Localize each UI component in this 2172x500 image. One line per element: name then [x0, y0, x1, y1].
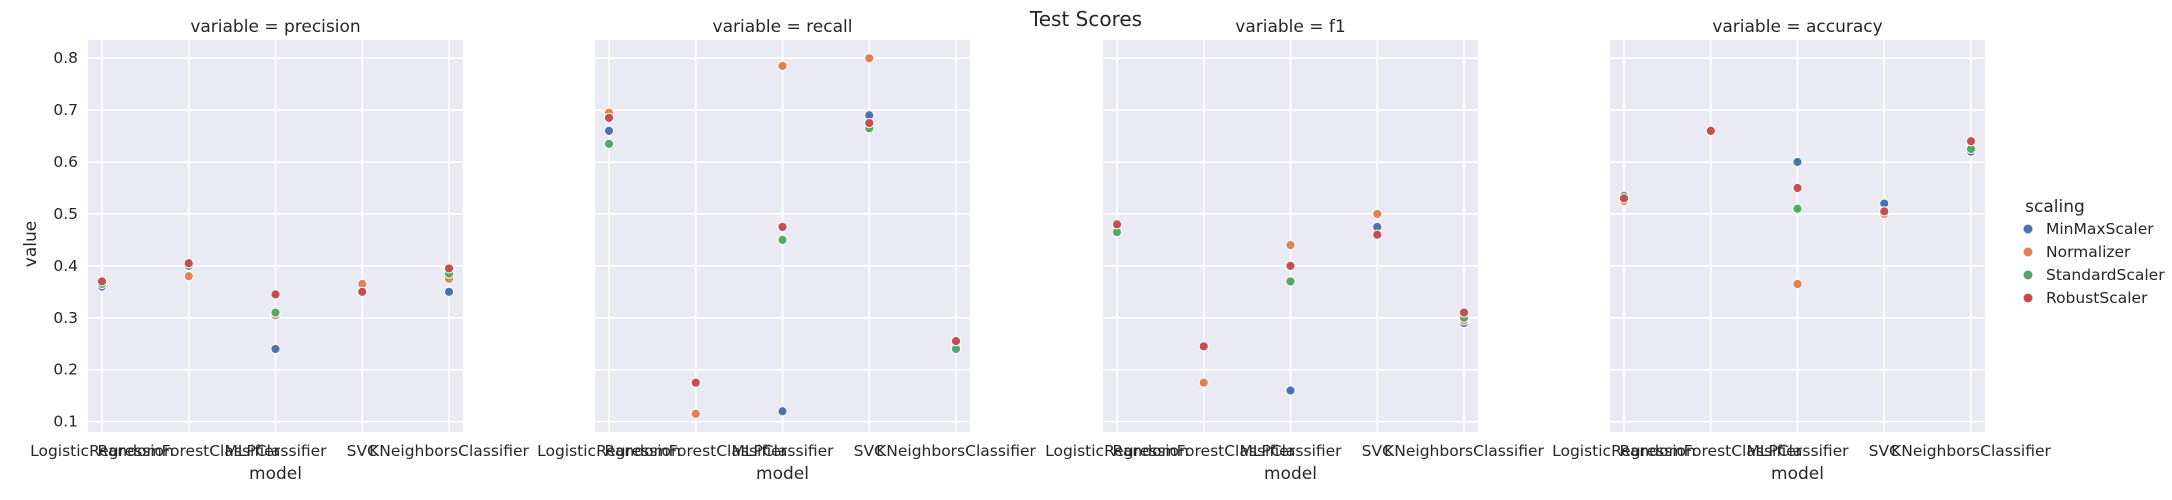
data-point	[1458, 307, 1470, 318]
data-point	[1965, 136, 1977, 147]
legend-label: StandardScaler	[2046, 266, 2165, 284]
data-point	[270, 343, 281, 355]
data-point	[1792, 182, 1803, 194]
x-tick-label: RandomForestClassifier	[98, 442, 281, 460]
data-point	[443, 263, 455, 274]
facet-title: variable = f1	[1235, 17, 1345, 37]
facet-title: variable = precision	[190, 17, 360, 37]
data-point	[950, 336, 962, 347]
data-point	[777, 60, 788, 72]
y-axis-label: value	[21, 221, 41, 267]
x-tick-label: SVC	[854, 442, 885, 460]
data-point	[96, 276, 108, 287]
facets: 0.1 0.2 0.3 0.4 0.5 0.6 0.7 0.8 LogisticRegressi…	[30, 17, 2051, 484]
data-point	[1111, 219, 1123, 230]
data-point	[690, 377, 701, 388]
data-point	[1285, 239, 1296, 251]
x-tick-label: MLPClassifier	[1239, 442, 1342, 460]
facet-2: LogisticRegressionRandomForestClassifier…	[1045, 17, 1544, 484]
y-tick-label: 0.7	[53, 101, 78, 119]
data-point	[777, 406, 788, 417]
data-point	[1372, 229, 1383, 240]
data-point	[777, 221, 788, 233]
data-point	[1879, 206, 1890, 217]
data-point	[183, 258, 194, 269]
data-point	[1372, 208, 1383, 220]
x-tick-label: MLPClassifier	[1746, 442, 1849, 460]
legend-label: RobustScaler	[2046, 289, 2148, 307]
data-point	[864, 53, 875, 64]
facet-3: LogisticRegressionRandomForestClassifier…	[1552, 17, 2051, 484]
x-tick-label: KNeighborsClassifier	[1384, 442, 1544, 460]
data-point	[270, 289, 281, 300]
legend-marker	[2022, 269, 2034, 281]
x-tick-label: LogisticRegression	[1552, 442, 1696, 460]
data-point	[1198, 377, 1209, 388]
data-point	[603, 112, 615, 123]
data-point	[1792, 278, 1803, 290]
x-axis-label: model	[1771, 464, 1824, 484]
x-axis-label: model	[756, 464, 809, 484]
x-tick-label: RandomForestClassifier	[1620, 442, 1803, 460]
data-point	[864, 117, 875, 129]
y-tick-label: 0.4	[53, 257, 78, 275]
x-tick-label: RandomForestClassifier	[605, 442, 788, 460]
legend-title: scaling	[2025, 197, 2085, 217]
y-tick-label: 0.3	[53, 309, 78, 327]
data-point	[1285, 385, 1296, 396]
x-tick-label: SVC	[1869, 442, 1900, 460]
legend-marker	[2022, 246, 2034, 258]
data-point	[1285, 276, 1296, 287]
x-tick-label: KNeighborsClassifier	[1891, 442, 2051, 460]
data-point	[603, 125, 615, 136]
x-tick-label: LogisticRegression	[537, 442, 681, 460]
x-tick-label: MLPClassifier	[224, 442, 327, 460]
legend-marker	[2022, 223, 2034, 235]
x-tick-label: LogisticRegression	[1045, 442, 1189, 460]
y-tick-label: 0.5	[53, 205, 78, 223]
data-point	[777, 234, 788, 245]
legend-label: MinMaxScaler	[2046, 220, 2154, 238]
data-point	[1792, 203, 1803, 214]
facet-title: variable = recall	[713, 17, 853, 37]
x-tick-label: MLPClassifier	[731, 442, 834, 460]
data-point	[1618, 193, 1630, 204]
facet-title: variable = accuracy	[1712, 17, 1882, 37]
legend: scaling MinMaxScaler Normalizer StandardSc…	[2022, 197, 2165, 307]
x-axis-label: model	[249, 464, 302, 484]
data-point	[443, 286, 455, 297]
chart-title: Test Scores	[1029, 7, 1142, 31]
x-tick-label: LogisticRegression	[30, 442, 174, 460]
y-tick-label: 0.1	[53, 413, 78, 431]
data-point	[603, 138, 615, 149]
facet-0: 0.1 0.2 0.3 0.4 0.5 0.6 0.7 0.8 LogisticRegressi…	[30, 17, 529, 484]
data-point	[690, 408, 701, 419]
x-tick-label: KNeighborsClassifier	[876, 442, 1036, 460]
data-point	[1705, 125, 1716, 136]
x-axis-label: model	[1264, 464, 1317, 484]
legend-marker	[2022, 292, 2034, 304]
x-tick-label: RandomForestClassifier	[1113, 442, 1296, 460]
data-point	[270, 307, 281, 318]
data-point	[1198, 341, 1209, 352]
y-tick-label: 0.6	[53, 153, 78, 171]
y-tick-label: 0.8	[53, 49, 78, 67]
data-point	[1285, 260, 1296, 271]
y-tick-label: 0.2	[53, 361, 78, 379]
x-tick-label: SVC	[1362, 442, 1393, 460]
x-tick-label: KNeighborsClassifier	[369, 442, 529, 460]
data-point	[1792, 156, 1803, 168]
x-tick-label: SVC	[347, 442, 378, 460]
data-point	[357, 286, 368, 297]
legend-label: Normalizer	[2046, 243, 2131, 261]
facet-1: LogisticRegressionRandomForestClassifier…	[537, 17, 1036, 484]
data-point	[183, 271, 194, 282]
